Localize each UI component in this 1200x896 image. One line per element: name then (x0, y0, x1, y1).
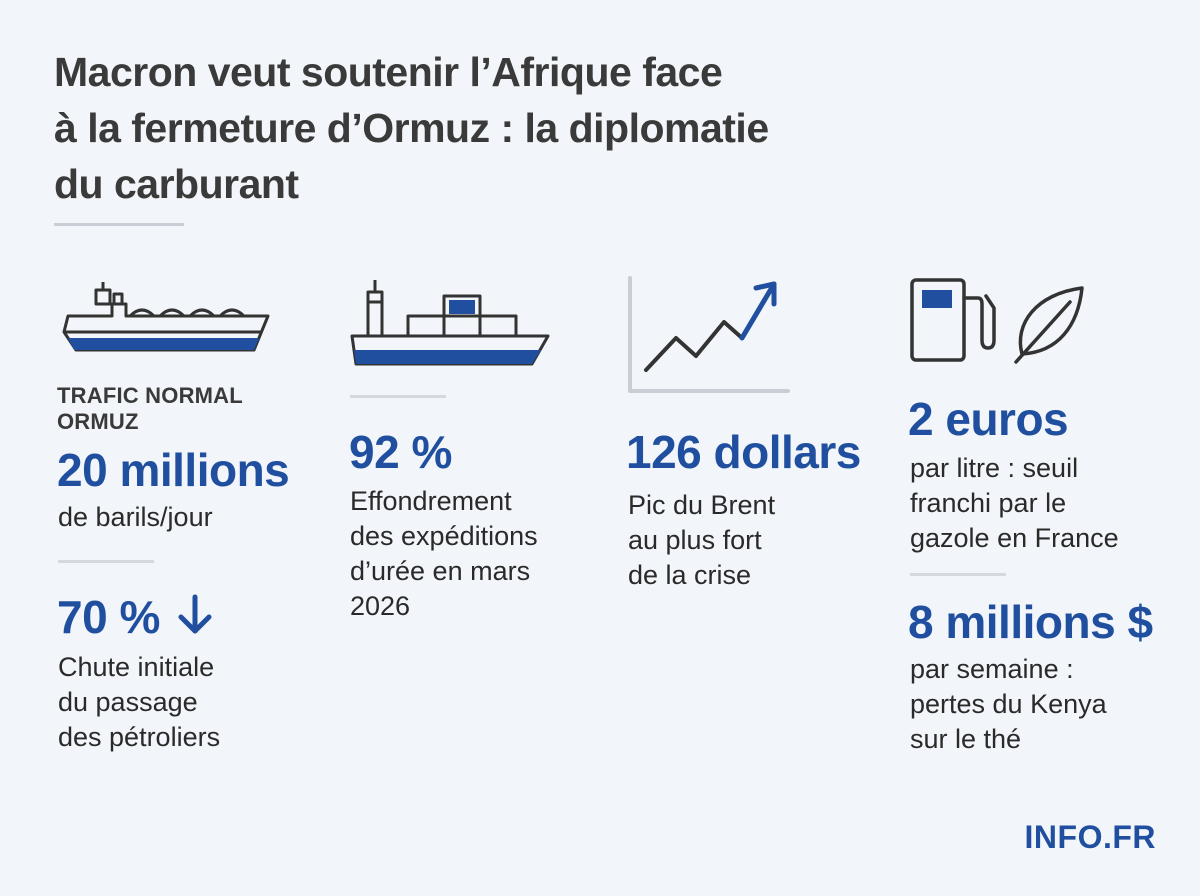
oil-tanker-icon (62, 282, 270, 352)
arrow-down-icon (178, 594, 212, 634)
divider (910, 573, 1006, 576)
rising-chart-icon (628, 276, 790, 393)
container-ship-icon (350, 280, 550, 366)
desc-barrels: de barils/jour (58, 502, 213, 532)
desc-brent: Pic du Brent au plus fort de la crise (628, 490, 776, 590)
divider (350, 395, 446, 398)
stat-diesel: 2 euros (908, 393, 1069, 445)
brand-logo: INFO.FR (1024, 819, 1156, 855)
stat-kenya: 8 millions $ (908, 596, 1153, 648)
title-divider (54, 223, 184, 226)
stat-urea: 92 % (349, 426, 452, 478)
desc-urea: Effondrement des expéditions d’urée en m… (350, 486, 538, 621)
leaf-icon (1014, 286, 1084, 364)
kicker-trafic-normal: TRAFIC NORMAL ORMUZ (57, 383, 243, 434)
desc-diesel: par litre : seuil franchi par le gazole … (910, 453, 1119, 553)
page-title: Macron veut soutenir l’Afrique face à la… (54, 49, 769, 207)
stat-drop-value: 70 % (57, 591, 160, 643)
stat-drop: 70 % (57, 591, 214, 643)
desc-kenya: par semaine : pertes du Kenya sur le thé (910, 654, 1107, 754)
divider (58, 560, 154, 563)
fuel-pump-icon (910, 278, 996, 362)
desc-drop: Chute initiale du passage des pétroliers (58, 652, 221, 752)
stat-barrels: 20 millions (57, 444, 290, 496)
stat-brent: 126 dollars (626, 426, 861, 478)
